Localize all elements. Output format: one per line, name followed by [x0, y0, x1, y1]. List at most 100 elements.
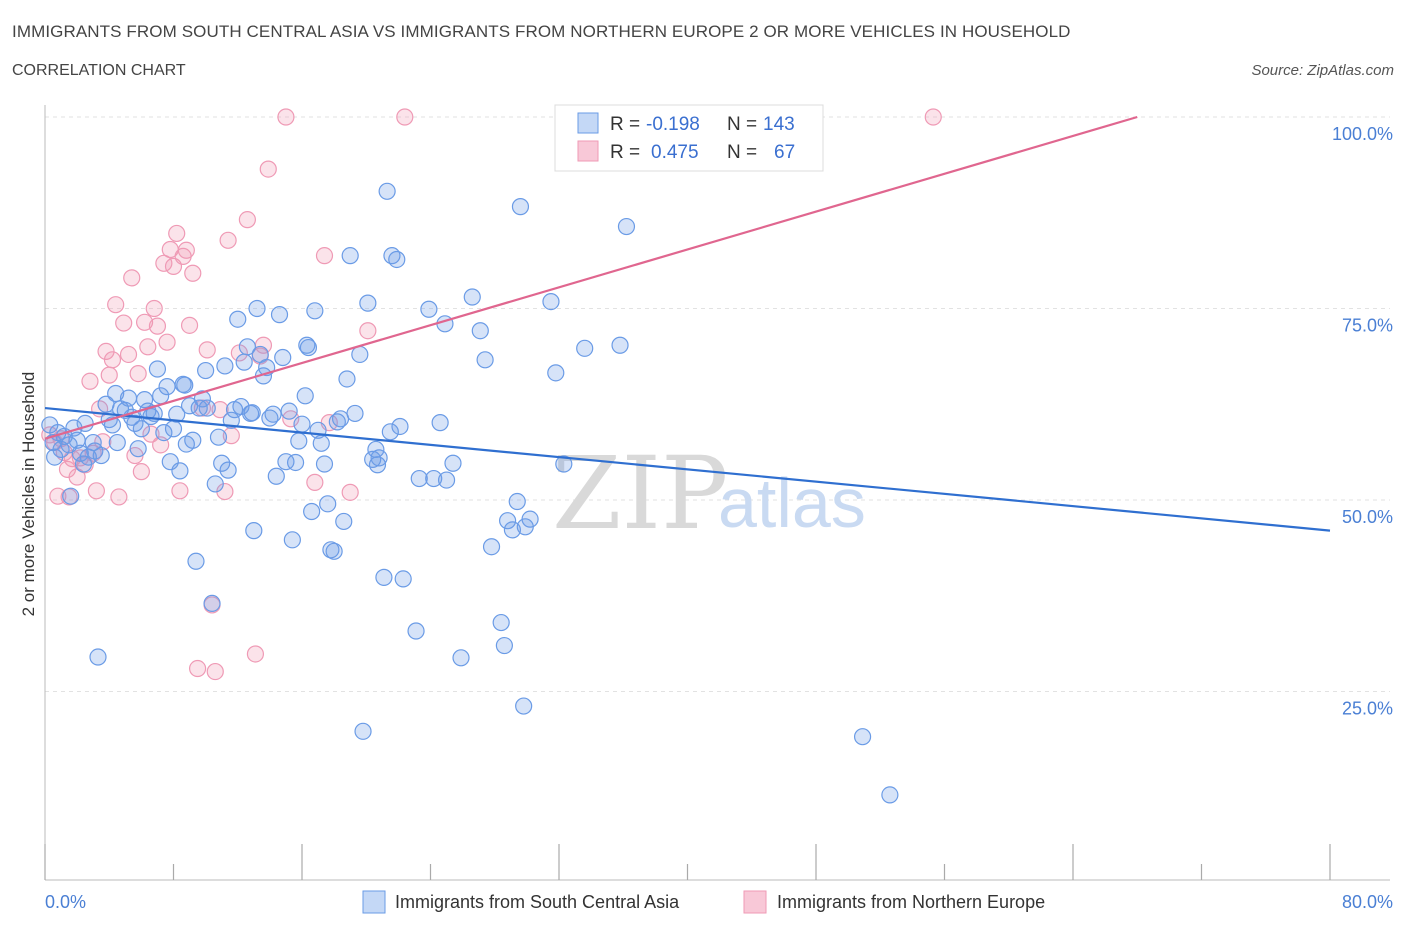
blue-point [431, 414, 449, 432]
legend-blue-label: Immigrants from South Central Asia [395, 892, 680, 912]
blue-point [108, 433, 126, 452]
blue-point [303, 502, 321, 521]
pink-point [132, 463, 150, 481]
blue-point [388, 250, 406, 269]
pink-point [259, 160, 277, 178]
blue-point [219, 461, 237, 479]
blue-point [341, 247, 359, 265]
blue-point [89, 648, 107, 666]
blue-point [187, 552, 205, 570]
trend-lines [44, 115, 1331, 532]
blue-point [370, 449, 388, 467]
blue-point [229, 310, 247, 328]
pink-point [396, 108, 414, 126]
pink-point [359, 322, 377, 340]
blue-point [71, 444, 89, 462]
blue-point [209, 428, 228, 446]
pink-point [103, 351, 122, 369]
blue-point [62, 487, 80, 505]
pink-point [142, 425, 160, 443]
blue-point [52, 440, 70, 459]
blue-point [331, 410, 350, 428]
blue-point [277, 453, 295, 471]
blue-point [328, 413, 346, 431]
blue-point [364, 450, 382, 469]
stats-box: R = -0.198 N = 143 R = 0.475 N = 67 [554, 104, 824, 172]
blue-point [542, 293, 560, 311]
pink-point [119, 345, 138, 364]
pink-point [924, 108, 942, 126]
blue-point [555, 455, 573, 473]
axes [44, 105, 1390, 881]
pink-point [306, 473, 324, 491]
blue-point [164, 420, 183, 438]
blue-point [206, 475, 224, 493]
blue-point [242, 404, 260, 423]
blue-point [238, 338, 256, 356]
blue-point [378, 182, 396, 200]
pink-point [110, 488, 128, 506]
blue-point [203, 594, 221, 613]
blue-point [168, 405, 186, 423]
blue-point [516, 518, 534, 536]
pink-point [315, 247, 334, 265]
blue-point [368, 456, 387, 474]
pink-point [145, 299, 163, 318]
blue-point [471, 322, 489, 340]
blue-point [391, 417, 409, 436]
source-label: Source: ZipAtlas.com [1251, 62, 1394, 79]
y-tick-label-75: 75.0% [1342, 316, 1393, 336]
blue-point [420, 300, 438, 318]
blue-point [197, 361, 215, 380]
pink-point [222, 427, 240, 445]
blue-point [410, 469, 428, 488]
blue-point [407, 622, 425, 640]
blue-point [270, 306, 289, 324]
blue-point [216, 357, 234, 375]
blue-point [452, 649, 470, 667]
pink-point [206, 662, 224, 681]
blue-point [338, 370, 356, 388]
stats-blue-n-value: 143 [763, 114, 795, 135]
blue-point [437, 471, 456, 489]
pink-point [198, 341, 216, 359]
blue-point [425, 469, 443, 488]
y-axis-label: 2 or more Vehicles in Household [19, 372, 38, 617]
blue-point [547, 364, 565, 382]
blue-point [319, 495, 337, 513]
legend-pink-label: Immigrants from Northern Europe [777, 892, 1045, 912]
pink-point [107, 296, 125, 314]
pink-trend-line [44, 115, 1138, 440]
blue-point [293, 415, 311, 433]
blue-point [617, 217, 636, 236]
pink-point [148, 317, 167, 335]
legend-blue-swatch [362, 890, 386, 914]
legend: Immigrants from South Central Asia Immig… [362, 890, 1045, 914]
blue-point [243, 404, 261, 422]
stats-blue-n-label: N = [727, 114, 757, 135]
x-tick-max: 80.0% [1342, 892, 1393, 912]
blue-point [213, 454, 231, 472]
blue-point [107, 384, 125, 403]
pink-series-points [41, 108, 942, 681]
blue-point [193, 390, 212, 408]
blue-point [171, 462, 189, 480]
stats-pink-n-label: N = [727, 142, 757, 163]
pink-point [277, 108, 295, 126]
chart-title: IMMIGRANTS FROM SOUTH CENTRAL ASIA VS IM… [12, 22, 1071, 41]
blue-point [148, 360, 167, 378]
blue-point [611, 336, 629, 354]
blue-point [235, 353, 253, 371]
blue-point [267, 467, 285, 485]
pink-point [158, 333, 176, 351]
blue-point [476, 351, 494, 369]
blue-point [881, 786, 899, 804]
pink-point [219, 231, 237, 249]
y-tick-label-50: 50.0% [1342, 507, 1393, 527]
stats-blue-swatch [577, 112, 599, 134]
pink-point [211, 401, 229, 419]
watermark-zip: ZIP [552, 435, 728, 552]
stats-pink-r-label: R = [610, 142, 640, 163]
blue-point [381, 423, 399, 441]
